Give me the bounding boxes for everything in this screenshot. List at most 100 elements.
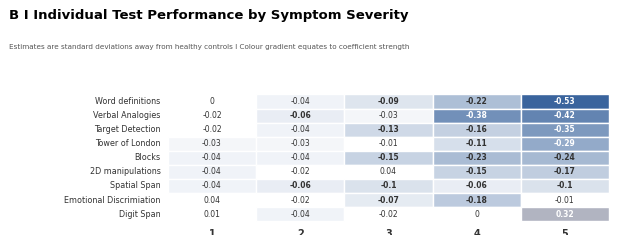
FancyBboxPatch shape: [521, 207, 609, 221]
Text: 5: 5: [562, 229, 568, 235]
FancyBboxPatch shape: [432, 109, 521, 123]
FancyBboxPatch shape: [256, 193, 344, 207]
Text: 0.04: 0.04: [204, 196, 221, 204]
Text: -0.03: -0.03: [202, 139, 222, 148]
FancyBboxPatch shape: [344, 151, 432, 165]
Text: Emotional Discrimiation: Emotional Discrimiation: [64, 196, 160, 204]
Text: 1: 1: [209, 229, 216, 235]
Text: 2: 2: [297, 229, 304, 235]
Text: -0.22: -0.22: [466, 97, 488, 106]
FancyBboxPatch shape: [168, 207, 256, 221]
FancyBboxPatch shape: [344, 207, 432, 221]
FancyBboxPatch shape: [168, 109, 256, 123]
FancyBboxPatch shape: [256, 151, 344, 165]
Text: 0.04: 0.04: [380, 167, 397, 176]
Text: -0.15: -0.15: [378, 153, 399, 162]
FancyBboxPatch shape: [432, 193, 521, 207]
Text: -0.01: -0.01: [555, 196, 574, 204]
Text: -0.38: -0.38: [466, 111, 488, 120]
Text: -0.02: -0.02: [202, 125, 222, 134]
Text: -0.53: -0.53: [554, 97, 576, 106]
Text: -0.04: -0.04: [202, 167, 222, 176]
Text: -0.02: -0.02: [202, 111, 222, 120]
Text: 0.01: 0.01: [204, 210, 221, 219]
Text: -0.04: -0.04: [290, 97, 310, 106]
FancyBboxPatch shape: [521, 109, 609, 123]
Text: Tower of London: Tower of London: [95, 139, 160, 148]
Text: -0.04: -0.04: [290, 125, 310, 134]
Text: -0.18: -0.18: [466, 196, 488, 204]
Text: 3: 3: [385, 229, 392, 235]
FancyBboxPatch shape: [344, 123, 432, 137]
Text: Spatial Span: Spatial Span: [110, 181, 160, 190]
FancyBboxPatch shape: [168, 151, 256, 165]
FancyBboxPatch shape: [256, 137, 344, 151]
Text: 0: 0: [210, 97, 214, 106]
Text: -0.02: -0.02: [378, 210, 398, 219]
Text: -0.35: -0.35: [554, 125, 576, 134]
FancyBboxPatch shape: [432, 165, 521, 179]
FancyBboxPatch shape: [344, 165, 432, 179]
FancyBboxPatch shape: [344, 109, 432, 123]
Text: -0.04: -0.04: [290, 153, 310, 162]
FancyBboxPatch shape: [432, 94, 521, 109]
Text: Digit Span: Digit Span: [119, 210, 160, 219]
Text: 4: 4: [474, 229, 480, 235]
Text: Verbal Analogies: Verbal Analogies: [93, 111, 160, 120]
Text: Blocks: Blocks: [134, 153, 160, 162]
Text: -0.03: -0.03: [378, 111, 398, 120]
FancyBboxPatch shape: [256, 94, 344, 109]
FancyBboxPatch shape: [521, 165, 609, 179]
FancyBboxPatch shape: [256, 179, 344, 193]
Text: -0.04: -0.04: [290, 210, 310, 219]
FancyBboxPatch shape: [432, 207, 521, 221]
Text: 2D manipulations: 2D manipulations: [89, 167, 160, 176]
FancyBboxPatch shape: [432, 137, 521, 151]
FancyBboxPatch shape: [344, 193, 432, 207]
FancyBboxPatch shape: [344, 137, 432, 151]
FancyBboxPatch shape: [168, 137, 256, 151]
Text: -0.24: -0.24: [554, 153, 576, 162]
Text: -0.09: -0.09: [378, 97, 399, 106]
Text: Word definitions: Word definitions: [95, 97, 160, 106]
FancyBboxPatch shape: [432, 123, 521, 137]
FancyBboxPatch shape: [256, 207, 344, 221]
FancyBboxPatch shape: [168, 123, 256, 137]
FancyBboxPatch shape: [168, 179, 256, 193]
Text: -0.04: -0.04: [202, 181, 222, 190]
Text: -0.13: -0.13: [378, 125, 399, 134]
FancyBboxPatch shape: [256, 109, 344, 123]
Text: -0.02: -0.02: [290, 196, 310, 204]
Text: -0.03: -0.03: [290, 139, 310, 148]
Text: -0.1: -0.1: [557, 181, 573, 190]
Text: -0.07: -0.07: [377, 196, 399, 204]
Text: -0.01: -0.01: [378, 139, 398, 148]
Text: -0.11: -0.11: [466, 139, 488, 148]
FancyBboxPatch shape: [168, 165, 256, 179]
Text: Target Detection: Target Detection: [94, 125, 160, 134]
Text: -0.15: -0.15: [466, 167, 488, 176]
FancyBboxPatch shape: [432, 179, 521, 193]
FancyBboxPatch shape: [344, 94, 432, 109]
Text: -0.02: -0.02: [290, 167, 310, 176]
FancyBboxPatch shape: [344, 179, 432, 193]
FancyBboxPatch shape: [521, 193, 609, 207]
FancyBboxPatch shape: [521, 94, 609, 109]
FancyBboxPatch shape: [432, 151, 521, 165]
Text: -0.16: -0.16: [466, 125, 488, 134]
FancyBboxPatch shape: [256, 123, 344, 137]
Text: 0.32: 0.32: [555, 210, 574, 219]
Text: Estimates are standard deviations away from healthy controls I Colour gradient e: Estimates are standard deviations away f…: [10, 44, 410, 50]
Text: -0.06: -0.06: [289, 111, 311, 120]
Text: -0.23: -0.23: [466, 153, 488, 162]
Text: -0.06: -0.06: [466, 181, 488, 190]
Text: 0: 0: [474, 210, 479, 219]
FancyBboxPatch shape: [256, 165, 344, 179]
FancyBboxPatch shape: [521, 137, 609, 151]
Text: -0.17: -0.17: [554, 167, 576, 176]
FancyBboxPatch shape: [168, 193, 256, 207]
Text: -0.29: -0.29: [554, 139, 576, 148]
Text: -0.1: -0.1: [380, 181, 397, 190]
Text: -0.04: -0.04: [202, 153, 222, 162]
FancyBboxPatch shape: [521, 123, 609, 137]
